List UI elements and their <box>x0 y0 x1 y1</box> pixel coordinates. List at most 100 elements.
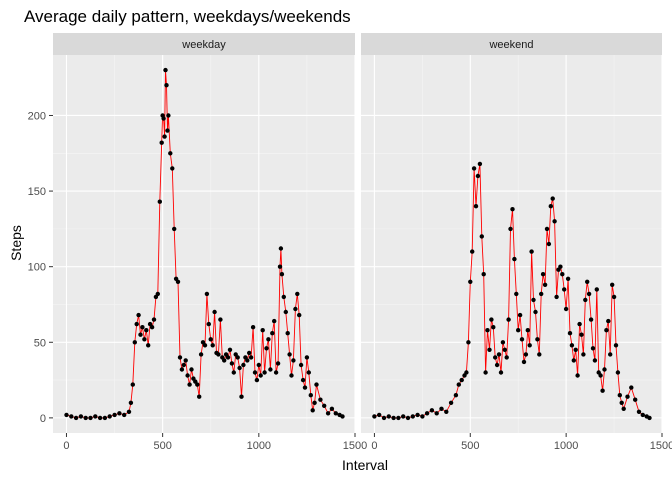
data-point <box>586 291 592 297</box>
data-point <box>396 415 401 421</box>
data-point <box>102 415 108 421</box>
data-point <box>477 161 483 167</box>
data-point <box>83 415 88 421</box>
panel-weekday: weekday <box>53 33 356 433</box>
data-point <box>619 400 624 405</box>
data-point <box>583 297 588 303</box>
data-point <box>525 328 530 333</box>
data-point <box>266 337 271 342</box>
data-point <box>136 312 141 318</box>
data-point <box>177 355 183 360</box>
data-point <box>567 331 573 336</box>
data-point <box>491 325 496 330</box>
data-point <box>295 291 300 297</box>
data-point <box>134 321 139 327</box>
data-point <box>415 412 420 418</box>
data-point <box>291 358 296 363</box>
data-point <box>592 358 598 363</box>
panel-background <box>53 55 355 433</box>
data-point <box>516 328 521 333</box>
data-point <box>401 414 406 419</box>
data-point <box>565 276 571 281</box>
data-point <box>179 367 185 372</box>
data-point <box>297 312 302 318</box>
data-point <box>569 343 575 348</box>
data-point <box>161 116 166 121</box>
x-tick-label: 1000 <box>554 440 578 452</box>
data-point <box>250 325 256 330</box>
data-point <box>310 408 315 413</box>
data-point <box>535 337 540 342</box>
data-point <box>577 321 582 327</box>
data-point <box>93 414 98 419</box>
data-point <box>168 151 173 156</box>
data-point <box>164 83 169 88</box>
data-point <box>424 411 430 416</box>
data-point <box>625 394 630 399</box>
data-point <box>527 343 532 348</box>
data-point <box>202 343 208 348</box>
data-point <box>198 352 204 357</box>
data-point <box>231 370 236 375</box>
data-point <box>222 358 227 363</box>
data-point <box>275 361 281 366</box>
y-tick-label: 200 <box>28 110 46 122</box>
data-point <box>277 264 283 269</box>
x-tick-label: 500 <box>153 440 171 452</box>
data-point <box>88 415 93 421</box>
data-point <box>459 377 464 383</box>
x-tick-label: 500 <box>461 440 479 452</box>
data-point <box>489 317 494 322</box>
data-point <box>514 291 519 297</box>
data-point <box>500 340 506 345</box>
data-point <box>149 325 155 330</box>
data-point <box>606 318 611 324</box>
data-point <box>264 346 269 351</box>
data-point <box>598 373 603 378</box>
data-point <box>502 347 507 352</box>
chart-title: Average daily pattern, weekdays/weekends <box>24 7 351 26</box>
facet-strip-label: weekend <box>488 39 533 51</box>
data-point <box>329 406 335 411</box>
data-point <box>600 388 605 393</box>
data-point <box>162 134 167 139</box>
data-point <box>285 331 290 336</box>
data-point <box>546 241 552 247</box>
data-point <box>155 291 160 297</box>
data-point <box>531 297 536 303</box>
data-point <box>333 411 338 416</box>
data-point <box>185 373 190 378</box>
data-point <box>558 264 563 269</box>
data-point <box>529 249 534 254</box>
x-axis-title: Interval <box>342 457 388 473</box>
data-point <box>142 337 147 342</box>
data-point <box>175 279 181 284</box>
y-tick-label: 0 <box>40 413 46 425</box>
data-point <box>302 385 308 390</box>
data-point <box>225 355 231 360</box>
data-point <box>487 347 492 352</box>
data-point <box>485 328 490 333</box>
data-point <box>386 414 391 419</box>
data-point <box>293 306 298 312</box>
data-point <box>212 309 217 315</box>
data-point <box>140 325 145 330</box>
data-point <box>235 355 240 360</box>
data-point <box>517 312 523 318</box>
data-point <box>615 370 621 375</box>
data-point <box>208 337 213 342</box>
panel-weekend: weekend <box>361 33 663 433</box>
data-point <box>590 346 596 351</box>
data-point <box>573 347 578 352</box>
data-point <box>533 309 538 315</box>
x-tick-label: 1500 <box>650 440 672 452</box>
data-point <box>391 415 396 421</box>
data-point <box>554 294 559 300</box>
x-tick-label: 1500 <box>343 440 367 452</box>
data-point <box>640 412 645 418</box>
data-point <box>144 328 149 333</box>
data-point <box>381 415 387 421</box>
y-tick-label: 100 <box>28 262 46 274</box>
data-point <box>588 317 594 322</box>
